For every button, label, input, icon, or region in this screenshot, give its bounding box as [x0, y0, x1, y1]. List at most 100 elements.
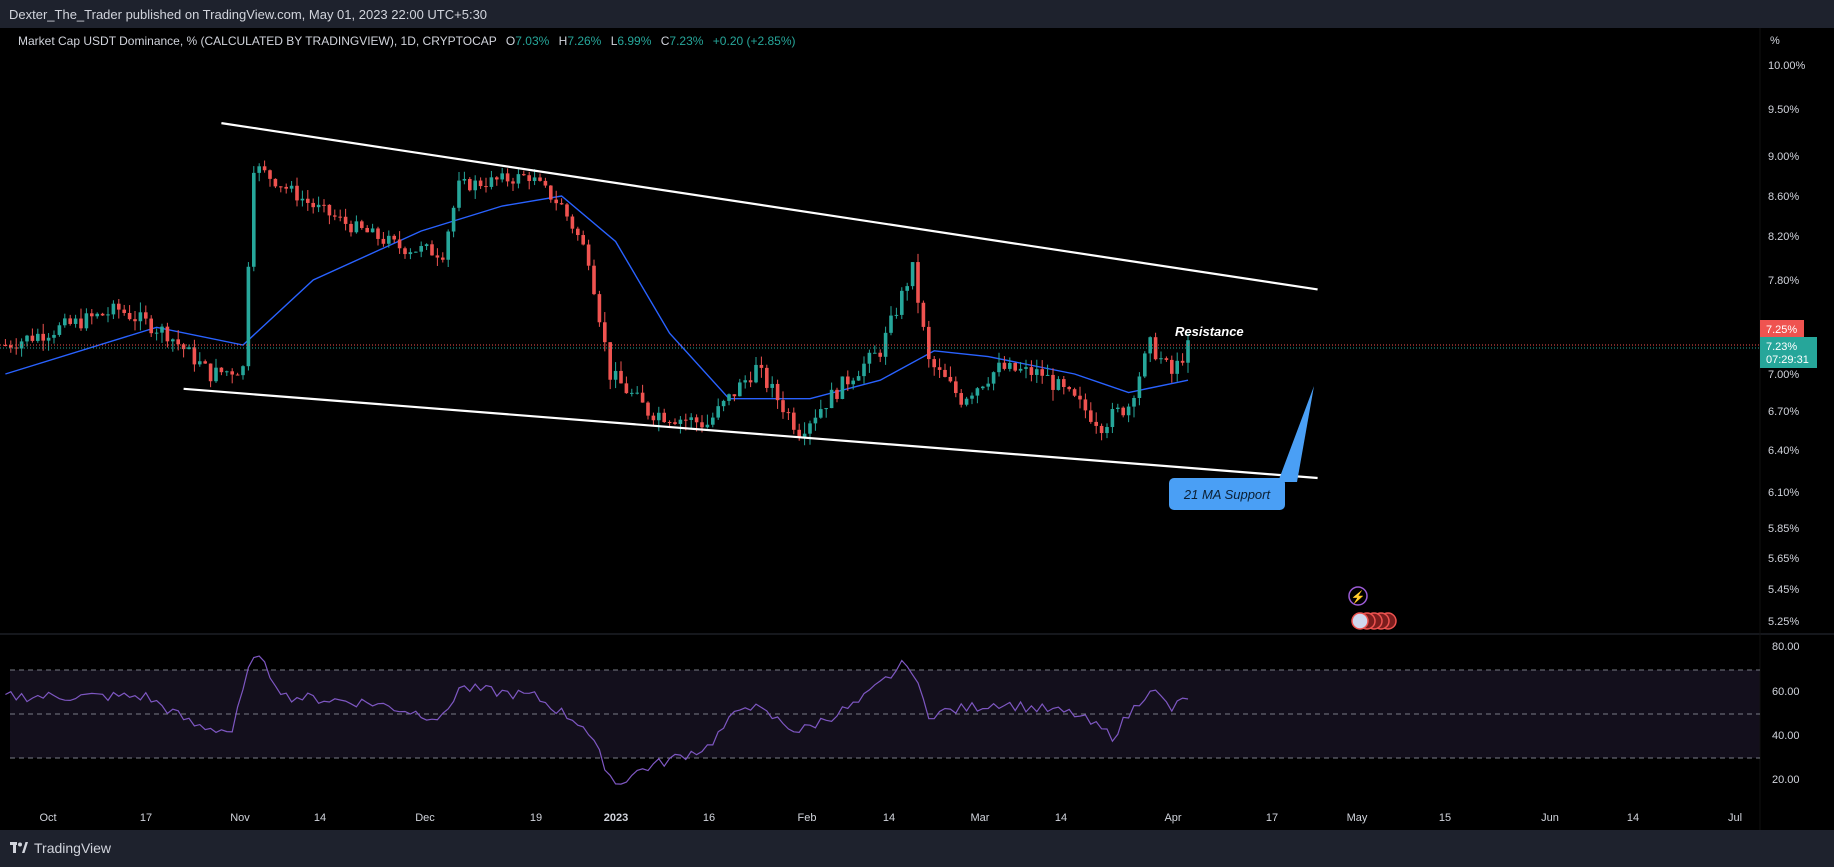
candle-body	[198, 361, 202, 365]
candle-body	[25, 335, 29, 342]
time-tick-label: Mar	[971, 812, 990, 824]
candle-body	[46, 337, 51, 341]
candle	[36, 328, 40, 343]
candle	[1164, 356, 1169, 362]
candle-body	[608, 342, 612, 380]
candle	[246, 262, 251, 371]
tradingview-logo[interactable]: TradingView	[10, 840, 111, 856]
candle-body	[1018, 368, 1023, 371]
candle	[781, 391, 785, 419]
candle-body	[14, 347, 18, 349]
candle-body	[468, 178, 472, 191]
candle	[63, 313, 67, 328]
candle-body	[181, 344, 186, 350]
candle	[327, 204, 332, 225]
candle	[473, 175, 477, 199]
candle-body	[694, 417, 699, 423]
low-value: 6.99%	[617, 34, 652, 48]
time-tick-label: 14	[883, 812, 895, 824]
candle-body	[138, 312, 143, 322]
time-tick-label: Oct	[39, 812, 56, 824]
candle	[667, 420, 672, 427]
candle	[840, 376, 845, 400]
candle-body	[522, 174, 526, 176]
candle	[14, 338, 18, 355]
candle-body	[41, 333, 45, 341]
candle	[927, 320, 931, 368]
candle	[932, 356, 936, 376]
candle	[619, 361, 623, 384]
candle	[1062, 376, 1066, 395]
candle-body	[1056, 379, 1061, 390]
ma21-line	[5, 195, 1189, 400]
candle-body	[376, 228, 380, 239]
candle	[133, 311, 137, 331]
candle-body	[322, 204, 326, 206]
publisher-text: Dexter_The_Trader published on TradingVi…	[9, 7, 488, 22]
candle	[603, 312, 607, 352]
candle	[792, 407, 796, 435]
candle	[738, 378, 742, 397]
candle	[225, 370, 229, 376]
candle	[84, 308, 89, 331]
candle	[365, 225, 369, 233]
candle-body	[824, 408, 828, 410]
candle	[424, 243, 429, 251]
candle-body	[570, 216, 575, 229]
low-label: L	[610, 34, 618, 48]
time-tick-label: Dec	[415, 812, 435, 824]
candle	[954, 376, 958, 398]
candle	[986, 377, 990, 391]
candle-body	[640, 392, 645, 403]
candle-body	[538, 177, 542, 181]
candle-body	[1159, 358, 1163, 360]
candle-body	[835, 389, 839, 399]
candle-body	[981, 386, 985, 389]
time-tick-label: 17	[140, 812, 152, 824]
candle-body	[576, 228, 580, 236]
candle-body	[1051, 374, 1055, 390]
candle-body	[154, 332, 159, 334]
candles-layer	[3, 160, 1190, 446]
candle-body	[111, 303, 116, 315]
candle	[527, 171, 531, 190]
candle-body	[1105, 427, 1109, 434]
candle-body	[1126, 406, 1131, 416]
drawing-layer	[0, 122, 1760, 480]
candle	[1045, 364, 1050, 376]
flag-events-icon[interactable]	[1351, 612, 1397, 630]
resistance-label[interactable]: Resistance	[1175, 324, 1244, 339]
candle	[79, 308, 83, 331]
candle	[905, 282, 909, 301]
candle-body	[543, 180, 548, 186]
ma-support-callout[interactable]	[1169, 478, 1285, 510]
time-tick-label: May	[1347, 812, 1368, 824]
candle	[1110, 402, 1115, 434]
symbol-legend[interactable]: Market Cap USDT Dominance, % (CALCULATED…	[18, 34, 796, 48]
lightning-event-icon[interactable]	[1348, 586, 1368, 606]
price-tick-label: 5.85%	[1768, 523, 1799, 535]
candle	[640, 384, 645, 403]
candle-body	[986, 383, 990, 387]
candle	[117, 299, 121, 319]
candle	[262, 160, 267, 173]
candle	[370, 223, 375, 233]
candle-body	[970, 395, 974, 399]
candle-body	[446, 231, 450, 260]
candle-body	[646, 402, 650, 416]
candle	[678, 416, 683, 434]
candle	[592, 259, 596, 296]
candle	[511, 177, 515, 192]
candle-body	[867, 352, 872, 364]
candle-body	[964, 398, 969, 405]
candle	[1159, 351, 1163, 364]
candle-body	[365, 227, 369, 233]
countdown-text: 07:29:31	[1766, 354, 1809, 366]
candle-body	[808, 423, 812, 434]
candle	[1105, 423, 1109, 439]
candle-body	[192, 347, 197, 365]
candle-body	[662, 412, 666, 423]
candle	[1024, 359, 1028, 379]
channel-lower-line	[183, 387, 1318, 480]
